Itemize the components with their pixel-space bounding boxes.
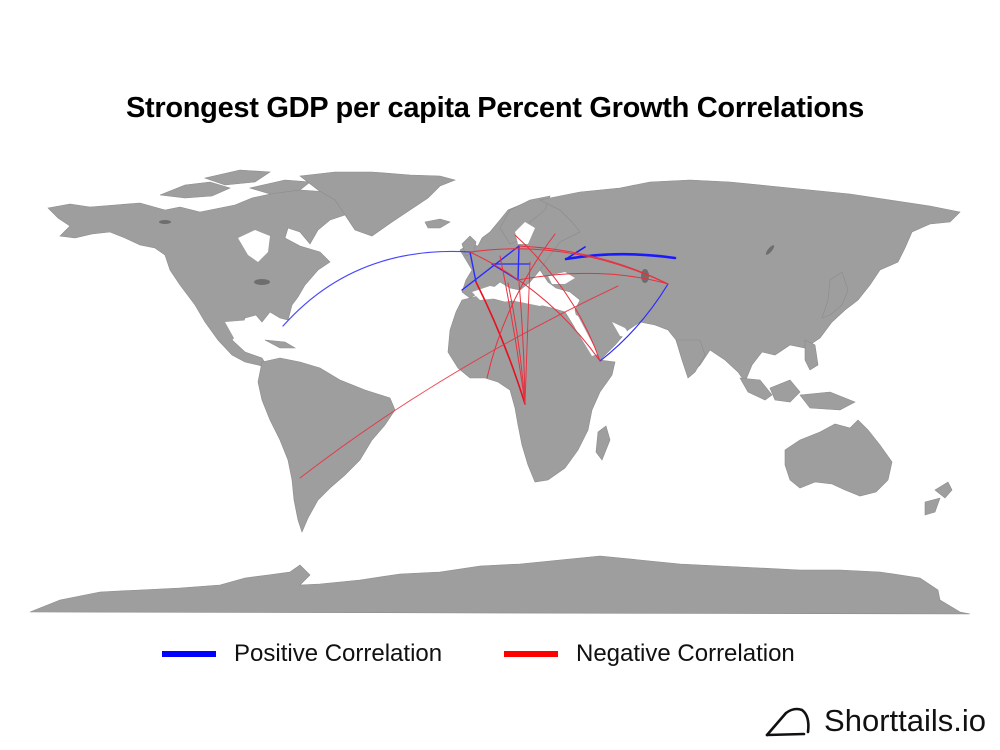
negative-connection	[475, 281, 526, 405]
gulf-of-mexico	[225, 320, 262, 342]
negative-connection	[486, 233, 556, 379]
legend-item-positive: Positive Correlation	[162, 640, 442, 668]
positive-connection	[564, 252, 677, 261]
persian-gulf	[612, 322, 632, 338]
great-lakes	[254, 279, 270, 285]
chart-title: Strongest GDP per capita Percent Growth …	[125, 92, 865, 124]
red-sea	[570, 312, 598, 356]
positive-connection	[491, 263, 519, 281]
antarctica	[29, 555, 971, 615]
brand-label: Shorttails.io	[824, 703, 986, 738]
negative-connection	[507, 282, 526, 405]
lake-baikal	[765, 245, 775, 255]
south-america	[257, 357, 396, 533]
legend-item-negative: Negative Correlation	[504, 640, 795, 668]
land-masses	[29, 169, 971, 615]
negative-connection	[524, 261, 531, 405]
japan	[821, 271, 849, 319]
greenland	[299, 171, 456, 237]
negative-connection	[517, 272, 669, 285]
connection-lines	[282, 233, 677, 479]
negative-connection	[518, 245, 669, 285]
negative-connection	[469, 248, 669, 285]
negative-connection	[299, 285, 619, 479]
asia	[539, 179, 961, 383]
negative-connection	[499, 255, 526, 405]
negative-swatch-icon	[504, 651, 558, 657]
negative-connection	[518, 281, 526, 405]
positive-swatch-icon	[162, 651, 216, 657]
north-america	[47, 189, 386, 369]
positive-connection	[469, 251, 477, 283]
australia	[784, 419, 893, 497]
positive-connection	[282, 250, 471, 327]
negative-connection	[469, 251, 601, 362]
caspian-sea	[641, 269, 649, 283]
legend-label: Negative Correlation	[576, 640, 795, 667]
great-britain	[461, 235, 477, 257]
baltic-sea	[515, 222, 535, 244]
shorttails-logo-icon	[765, 707, 810, 737]
positive-connection	[599, 283, 669, 362]
branding: Shorttails.io	[764, 703, 986, 739]
legend-label: Positive Correlation	[234, 640, 443, 667]
hudson-bay	[238, 230, 270, 262]
legend: Positive Correlation Negative Correlatio…	[0, 640, 1000, 670]
positive-connection	[461, 245, 520, 291]
positive-connection	[517, 245, 520, 281]
negative-connection	[514, 234, 601, 362]
